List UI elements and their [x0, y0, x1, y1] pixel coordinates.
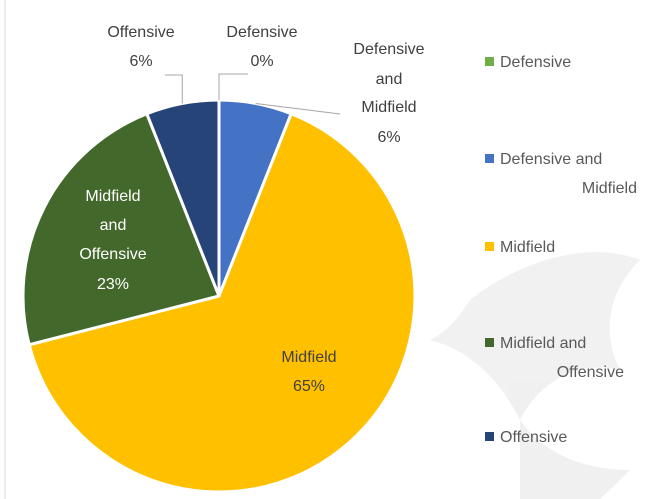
label-midfield-name: Midfield — [281, 349, 336, 366]
label-offensive-value: 6% — [129, 53, 152, 70]
leader-lines — [165, 73, 341, 115]
legend: Defensive Defensive and Midfield Midfiel… — [485, 54, 637, 446]
pie-slices — [21, 98, 417, 494]
legend-label-midfield: Midfield — [500, 239, 555, 256]
legend-label-defensive: Defensive — [500, 54, 571, 71]
legend-label-midfield-offensive-line2: Offensive — [557, 364, 624, 381]
legend-swatch-midfield — [485, 242, 494, 251]
legend-swatch-midfield-offensive — [485, 338, 494, 347]
legend-swatch-offensive — [485, 432, 494, 441]
label-defensive-name: Defensive — [226, 24, 297, 41]
label-midfield-value: 65% — [293, 378, 325, 395]
leader-line-defensive-midfield — [255, 102, 341, 115]
leader-line-defensive — [218, 73, 248, 100]
data-labels: Defensive 0% Offensive 6% Defensive and … — [79, 24, 424, 395]
label-defensive-midfield-line1: Defensive — [353, 41, 424, 58]
legend-label-offensive: Offensive — [500, 429, 567, 446]
legend-swatch-defensive — [485, 57, 494, 66]
legend-swatch-defensive-midfield — [485, 154, 494, 163]
pie-slice-offensive — [145, 98, 221, 298]
legend-label-defensive-midfield-line2: Midfield — [582, 180, 637, 197]
label-midfield-offensive-line1: Midfield — [85, 188, 140, 205]
label-midfield-offensive-line3: Offensive — [79, 246, 146, 263]
label-defensive-value: 0% — [250, 53, 273, 70]
label-offensive-name: Offensive — [107, 24, 174, 41]
label-defensive-midfield-line2: and — [376, 71, 403, 88]
watermark-decoration — [430, 252, 640, 499]
pie-slice-midfield-and-offensive — [21, 112, 221, 347]
legend-label-defensive-midfield-line1: Defensive and — [500, 151, 602, 168]
label-midfield-offensive-value: 23% — [97, 276, 129, 293]
legend-label-midfield-offensive-line1: Midfield and — [500, 335, 586, 352]
label-defensive-midfield-value: 6% — [377, 129, 400, 146]
label-defensive-midfield-line3: Midfield — [361, 99, 416, 116]
label-midfield-offensive-line2: and — [100, 217, 127, 234]
pie-slice-midfield — [27, 112, 417, 494]
leader-line-offensive — [165, 74, 183, 104]
